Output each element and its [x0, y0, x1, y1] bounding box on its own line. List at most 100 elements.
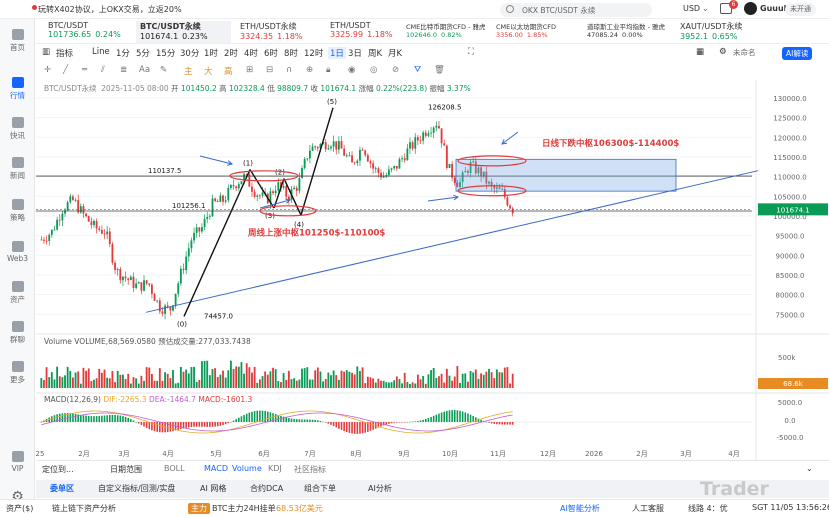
timeframe-14[interactable]: 月K	[388, 49, 403, 59]
tab-community[interactable]: 社区指标	[294, 465, 326, 474]
tab-order-area[interactable]: 委单区	[50, 484, 74, 493]
sidebar-item-2[interactable]: 快讯	[0, 117, 35, 141]
ticker-tab[interactable]: ETH/USDT永续 3324.35 1.18%	[236, 21, 321, 43]
timeframe-8[interactable]: 6时	[264, 49, 278, 59]
timeframe-6[interactable]: 2时	[224, 49, 238, 59]
layout-icon[interactable]: ▦	[696, 47, 705, 57]
avatar[interactable]	[744, 2, 757, 15]
timeframe-12[interactable]: 3日	[348, 49, 362, 59]
trendline-icon[interactable]: ╱	[63, 65, 69, 75]
timeframe-13[interactable]: 周K	[368, 49, 383, 59]
crosshair-icon[interactable]: ✛	[44, 65, 52, 75]
username[interactable]: Guuul	[760, 4, 787, 13]
ticker-tab[interactable]: XAUT/USDT永续 3952.1 0.65%	[676, 21, 776, 43]
timeframe-10[interactable]: 12时	[304, 49, 324, 59]
volume-bar	[269, 371, 272, 388]
sidebar-item-7[interactable]: 群聊	[0, 321, 35, 345]
announcement-text[interactable]: 玩转X402协议，上OKX交易，立返20%	[38, 5, 182, 14]
tab-ai-grid[interactable]: AI 网格	[200, 484, 227, 493]
collapse-icon[interactable]: ⌄	[806, 464, 813, 473]
customer-service-link[interactable]: 人工客服	[632, 504, 664, 513]
ticker-tab[interactable]: CME以太坊期货CFD 3356.00 1.85%	[492, 21, 580, 43]
timeframe-0[interactable]: Line	[92, 47, 110, 57]
magnet-icon[interactable]: ∩	[286, 65, 293, 75]
chart-area[interactable]: 130000.0 125000.0 120000.0 115000.0 110000.0…	[36, 80, 829, 460]
volume-bar	[353, 374, 356, 388]
tool-big[interactable]: 大	[204, 67, 213, 77]
indicator-button[interactable]: 指标	[56, 49, 74, 59]
timeframe-4[interactable]: 30分	[180, 49, 200, 59]
volume-bar	[100, 372, 103, 388]
macd-histogram-bar	[330, 422, 332, 425]
visibility-icon[interactable]: ◎	[370, 65, 378, 75]
ruler-icon[interactable]: ⊞	[246, 65, 254, 75]
text-tool-icon[interactable]: Aa	[139, 65, 151, 75]
tab-macd[interactable]: MACD	[204, 464, 228, 473]
sidebar-item-1[interactable]: 行情	[0, 77, 35, 101]
tab-kdj[interactable]: KDJ	[268, 464, 282, 473]
ticker-tab[interactable]: 道琼斯工业平均指数 - 雅虎 47085.24 0.00%	[583, 21, 673, 43]
timeframe-7[interactable]: 4时	[244, 49, 258, 59]
search-input[interactable]: OKX BTC/USDT 永续	[500, 3, 652, 17]
more-icon	[11, 361, 24, 372]
tab-volume[interactable]: Volume	[232, 464, 262, 473]
macd-histogram-bar	[288, 418, 290, 422]
eye-icon[interactable]: ◉	[348, 65, 356, 75]
tab-boll[interactable]: BOLL	[164, 464, 185, 473]
candle-body	[93, 221, 95, 225]
sidebar-item-6[interactable]: 资产	[0, 281, 35, 305]
ticker-tab[interactable]: BTC/USDT永续 101674.1 0.23%	[136, 21, 231, 43]
template-select[interactable]: 未命名	[733, 48, 756, 57]
measure-icon[interactable]: ⊟	[266, 65, 274, 75]
date-range-button[interactable]: 日期范围	[110, 465, 142, 474]
tool-high[interactable]: 高	[224, 67, 233, 77]
ai-analysis-link[interactable]: AI智能分析	[560, 504, 600, 513]
horizontal-line-icon[interactable]: ═	[82, 65, 88, 75]
chart-type-icon[interactable]: ▥	[42, 47, 51, 57]
candle-body	[509, 205, 511, 209]
lock-icon[interactable]: 🔒︎	[326, 65, 331, 75]
zoom-in-icon[interactable]: ⊕	[306, 65, 314, 75]
chain-analysis-link[interactable]: 链上链下资产分析	[52, 504, 116, 513]
timeframe-2[interactable]: 5分	[136, 49, 150, 59]
sidebar-item-4[interactable]: 策略	[0, 199, 35, 223]
filter-icon[interactable]: ⛛	[414, 65, 422, 75]
tab-custom-indicator[interactable]: 自定义指标/回测/实盘	[98, 484, 176, 493]
tab-contract-dca[interactable]: 合约DCA	[250, 484, 284, 493]
sidebar-item-3[interactable]: 新闻	[0, 157, 35, 181]
sidebar-item-9[interactable]: VIP	[0, 451, 35, 473]
sidebar-item-5[interactable]: Web3	[0, 241, 35, 263]
fullscreen-icon[interactable]: ⛶	[468, 47, 474, 57]
brush-icon[interactable]: ✎	[160, 65, 168, 75]
macd-histogram-bar	[311, 419, 314, 422]
tool-main[interactable]: 主	[184, 67, 193, 77]
volume-bar	[345, 370, 348, 388]
locate-button[interactable]: 定位到...	[42, 465, 74, 474]
timeframe-5[interactable]: 1时	[204, 49, 218, 59]
currency-select[interactable]: USD	[683, 4, 701, 13]
hide-icon[interactable]: ⊘	[392, 65, 400, 75]
volume-bar	[185, 369, 188, 388]
timeframe-9[interactable]: 8时	[284, 49, 298, 59]
volume-bar	[488, 368, 490, 388]
sidebar-item-8[interactable]: 更多	[0, 361, 35, 385]
timeframe-1[interactable]: 1分	[116, 49, 130, 59]
trash-icon[interactable]: 🗑︎	[434, 65, 445, 75]
ticker-tab[interactable]: ETH/USDT 3325.99 1.18%	[326, 21, 398, 43]
fib-icon[interactable]: ≣	[120, 65, 128, 75]
timeframe-11[interactable]: 1日	[328, 47, 346, 59]
ticker-tab[interactable]: BTC/USDT 101736.65 0.24%	[44, 21, 134, 43]
sidebar-item-0[interactable]: 首页	[0, 29, 35, 53]
tab-combo-order[interactable]: 组合下单	[304, 484, 336, 493]
subscription-status[interactable]: 未开通	[785, 3, 816, 16]
chart-svg[interactable]: 130000.0 125000.0 120000.0 115000.0 110000.0…	[36, 80, 829, 460]
settings-icon[interactable]: ⚙	[719, 47, 727, 57]
channel-icon[interactable]: ⫽	[101, 65, 105, 75]
assets-label[interactable]: 资产($)	[6, 504, 34, 513]
ai-interpret-button[interactable]: AI解读	[782, 47, 813, 60]
ticker-tab[interactable]: CME比特币期货CFD - 雅虎 102646.0 0.82%	[402, 21, 490, 43]
timeframe-3[interactable]: 15分	[156, 49, 176, 59]
ticker-price: 3356.00	[496, 31, 523, 39]
tab-ai-analysis[interactable]: AI分析	[368, 484, 392, 493]
macd-histogram-bar	[314, 419, 316, 422]
